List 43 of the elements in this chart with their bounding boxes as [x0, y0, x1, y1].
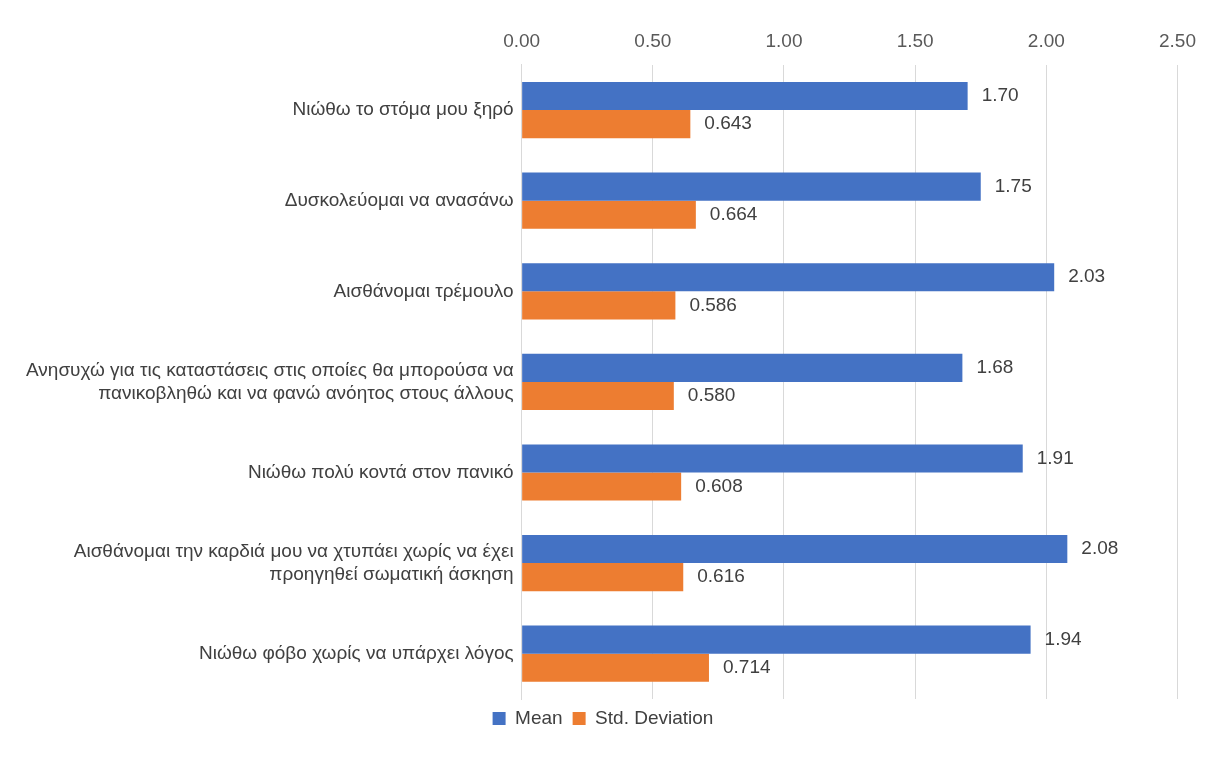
data-label: 0.643	[704, 112, 752, 134]
bar	[522, 381, 674, 410]
y-tick-label: Ανησυχώ για τις καταστάσεις στις οποίες θα μπορούσα να πανικοβληθώ και να φανώ ανόητος στους άλλους	[26, 358, 514, 403]
bar	[522, 110, 691, 139]
bar	[522, 200, 696, 229]
data-label: 0.714	[722, 655, 771, 677]
y-tick-label: Αισθάνομαι τρέμουλο	[333, 279, 514, 301]
x-tick-label: 2.00	[1027, 29, 1065, 51]
data-label: 2.03	[1068, 265, 1106, 287]
y-tick-label: Νιώθω φόβο χωρίς να υπάρχει λόγος	[199, 641, 514, 663]
bar	[522, 82, 968, 111]
legend-label: Std. Deviation	[595, 706, 714, 728]
x-tick-label: 0.50	[634, 29, 672, 51]
data-label: 0.616	[697, 565, 745, 587]
data-label: 1.94	[1044, 627, 1083, 649]
x-tick-label: 2.50	[1159, 29, 1196, 51]
y-tick-label: Αισθάνομαι την καρδιά μου να χτυπάει χωρίς να έχει προηγηθεί σωματική άσκηση	[73, 539, 514, 584]
data-label: 1.68	[976, 356, 1014, 378]
data-label: 0.580	[687, 384, 736, 406]
y-tick-label: Νιώθω το στόμα μου ξηρό	[292, 98, 514, 120]
bar	[522, 535, 1068, 564]
data-label: 1.91	[1036, 446, 1074, 468]
bar	[522, 472, 682, 501]
legend-label: Mean	[515, 706, 563, 728]
data-label: 0.586	[689, 293, 737, 315]
bar	[522, 263, 1055, 292]
data-label: 0.608	[695, 474, 743, 496]
data-label: 1.70	[981, 84, 1019, 106]
bar	[522, 625, 1031, 654]
y-tick-label: Νιώθω πολύ κοντά στον πανικό	[247, 460, 514, 482]
bar	[522, 653, 709, 682]
bar	[522, 444, 1023, 473]
x-tick-label: 1.50	[896, 29, 934, 51]
bar	[522, 172, 981, 201]
y-tick-label: Δυσκολεύομαι να ανασάνω	[284, 188, 514, 210]
x-tick-label: 0.00	[503, 29, 541, 51]
bar	[522, 291, 676, 320]
data-label: 2.08	[1081, 537, 1119, 559]
bar	[522, 563, 684, 592]
x-tick-label: 1.00	[765, 29, 803, 51]
bar	[522, 353, 963, 382]
data-label: 0.664	[709, 202, 758, 224]
data-label: 1.75	[994, 174, 1032, 196]
